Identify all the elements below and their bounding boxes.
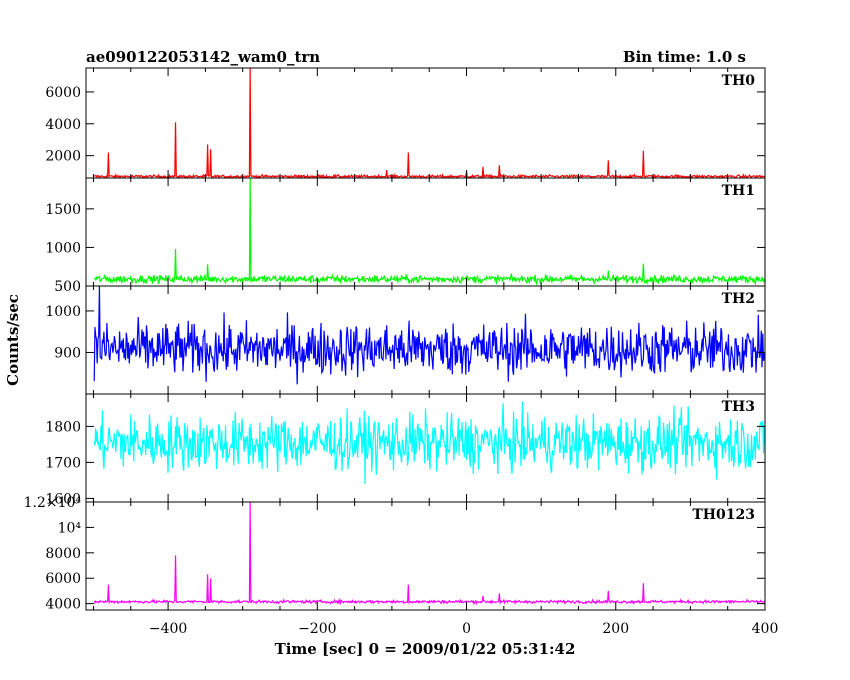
series-th1	[93, 178, 765, 286]
x-tick-label: 400	[752, 621, 779, 637]
x-tick-label: −200	[298, 621, 336, 637]
bin-time-label: Bin time: 1.0 s	[623, 48, 746, 66]
panel-label: TH0123	[692, 507, 755, 523]
y-tick-label: 1800	[45, 419, 81, 435]
panels-group: 2000 4000 6000 TH0 500 1000 1500 TH1 900 1000 TH2 1…	[24, 67, 766, 613]
series-th2	[93, 286, 765, 385]
y-tick-label: 8000	[45, 546, 81, 562]
y-tick-label: 900	[54, 345, 81, 361]
y-tick-label: 4000	[45, 597, 81, 613]
x-tick-label: 0	[462, 621, 471, 637]
x-axis-title: Time [sec] 0 = 2009/01/22 05:31:42	[275, 640, 576, 658]
x-tick-label: −400	[149, 621, 187, 637]
y-tick-label: 2000	[45, 149, 81, 165]
panel-th1: 500 1000 1500 TH1	[45, 177, 766, 295]
y-axis-title: Counts/sec	[4, 294, 22, 386]
y-tick-label: 1000	[45, 240, 81, 256]
panel-frame	[85, 501, 766, 611]
y-tick-label: 10⁴	[58, 520, 82, 536]
chart-title: ae090122053142_wam0_trn	[86, 48, 320, 66]
panel-label: TH0	[722, 73, 756, 89]
y-tick-label: 1.2×10⁴	[24, 495, 82, 511]
panel-label: TH2	[722, 291, 755, 307]
panel-th0123: 4000 6000 8000 10⁴ 1.2×10⁴ TH0123	[24, 495, 766, 613]
y-tick-label: 1700	[45, 455, 81, 471]
series-th0	[94, 68, 765, 178]
x-tick-label: 200	[602, 621, 629, 637]
panel-frame	[85, 177, 766, 287]
y-tick-label: 4000	[45, 117, 81, 133]
series-th3	[93, 401, 765, 485]
y-tick-label: 500	[54, 279, 81, 295]
series-th0123	[93, 502, 765, 606]
y-tick-label: 6000	[45, 85, 81, 101]
panel-th0: 2000 4000 6000 TH0	[45, 67, 766, 179]
y-tick-label: 1500	[45, 202, 81, 218]
y-tick-label: 1000	[45, 304, 81, 320]
panel-th2: 900 1000 TH2	[45, 285, 766, 395]
x-axis: −400 −200 0 200 400	[149, 621, 779, 637]
panel-label: TH1	[722, 183, 755, 199]
panel-label: TH3	[722, 399, 755, 415]
y-tick-label: 6000	[45, 571, 81, 587]
panel-th3: 1600 1700 1800 TH3	[45, 393, 766, 507]
panel-frame	[85, 67, 766, 179]
y-tick-label: 1600	[45, 491, 81, 507]
